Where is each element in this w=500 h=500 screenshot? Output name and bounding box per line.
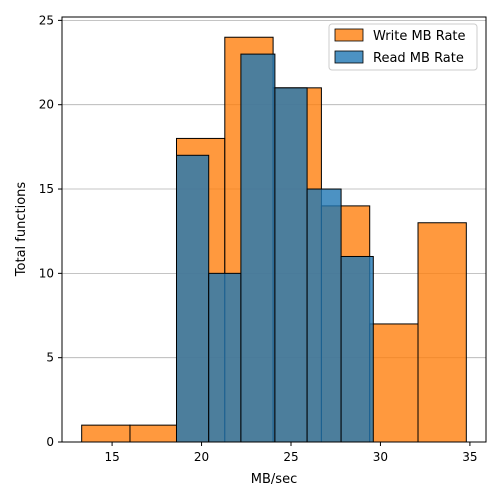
write-rate-bar: [81, 424, 131, 443]
x-tick-label: 25: [283, 450, 298, 464]
axis-ticks: 15 20 25 30 35 0 5 10 15 20 25: [39, 13, 478, 464]
y-tick-label: 15: [39, 182, 54, 196]
x-tick-label: 30: [373, 450, 388, 464]
bars: [81, 36, 467, 443]
x-tick-label: 20: [194, 450, 209, 464]
read-rate-bar: [306, 188, 342, 443]
read-rate-bar: [274, 87, 308, 443]
read-rate-bar: [340, 255, 374, 443]
write-rate-bar: [129, 424, 177, 443]
y-tick-label: 0: [46, 435, 54, 449]
y-tick-label: 20: [39, 98, 54, 112]
legend-frame: [328, 23, 478, 71]
x-tick-label: 15: [104, 450, 119, 464]
legend: Write MB Rate Read MB Rate: [328, 23, 478, 71]
legend-label-write: Write MB Rate: [373, 29, 466, 44]
write-rate-bar: [369, 323, 419, 443]
legend-label-read: Read MB Rate: [373, 51, 464, 66]
write-rate-bar: [417, 222, 467, 443]
y-tick-label: 5: [46, 351, 54, 365]
read-rate-bar: [175, 154, 210, 443]
y-tick-label: 10: [39, 266, 54, 280]
axes-frame: [61, 16, 487, 443]
legend-swatch-write: [334, 28, 364, 42]
y-axis-label: Total functions: [14, 182, 29, 278]
legend-swatch-read: [334, 50, 364, 64]
read-rate-bar: [208, 272, 242, 443]
x-tick-label: 35: [462, 450, 477, 464]
read-rate-bar: [240, 53, 276, 443]
y-tick-label: 25: [39, 13, 54, 27]
x-axis-label: MB/sec: [251, 472, 297, 487]
